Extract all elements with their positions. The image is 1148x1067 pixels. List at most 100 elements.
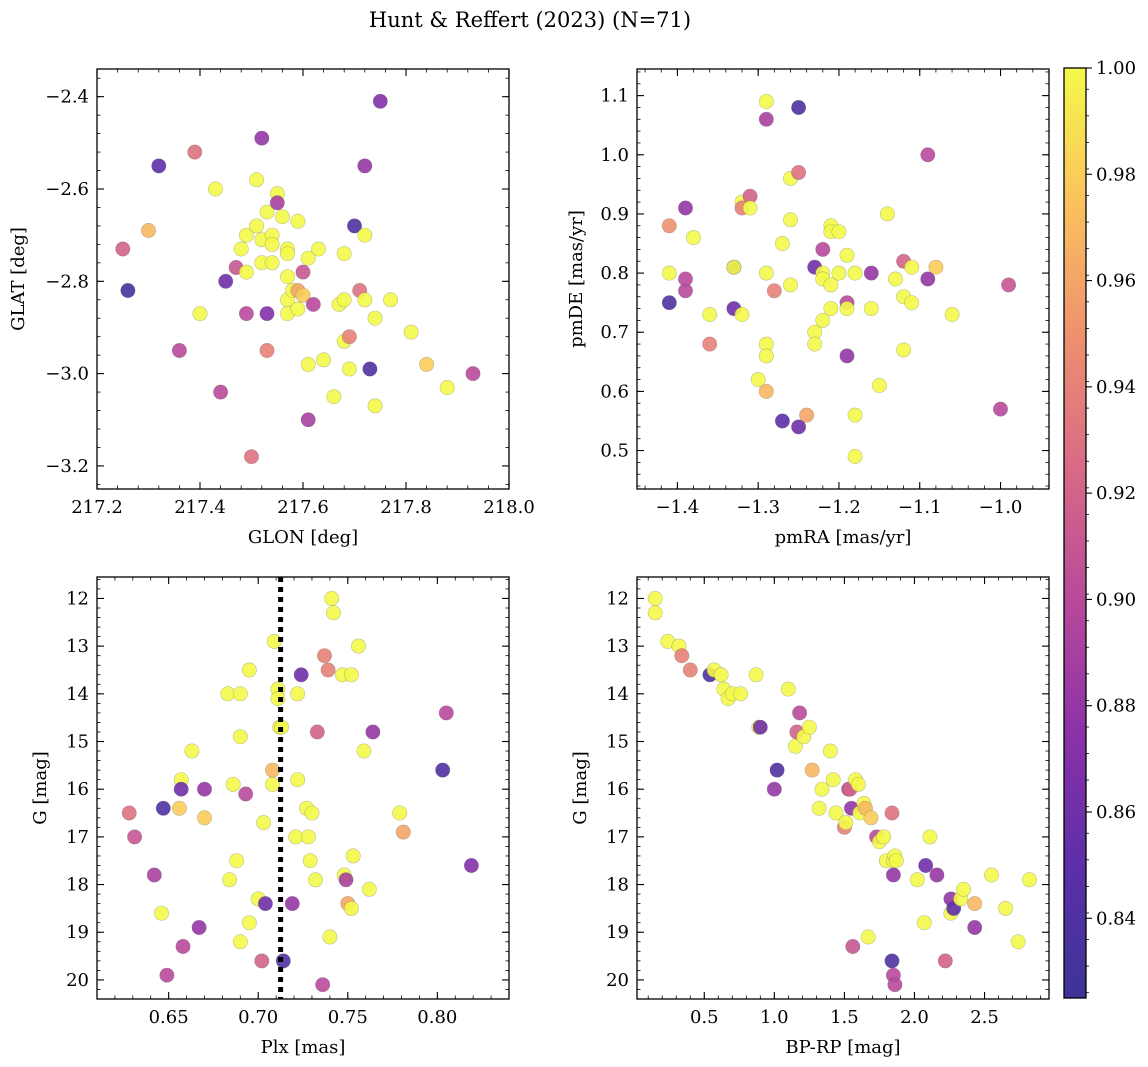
y-tick-label: 19	[606, 922, 629, 943]
data-point	[146, 867, 162, 883]
data-point	[213, 384, 229, 400]
data-point	[758, 94, 774, 110]
data-point	[259, 306, 275, 322]
data-point	[315, 977, 331, 993]
colorbar-frame	[1063, 67, 1087, 999]
data-point	[823, 277, 839, 293]
data-point	[338, 872, 354, 888]
data-point	[815, 241, 831, 257]
data-point	[929, 867, 945, 883]
data-point	[343, 667, 359, 683]
colorbar-tick-label: 1.00	[1096, 58, 1136, 79]
data-point	[357, 227, 373, 243]
data-point	[1010, 934, 1026, 950]
data-point	[270, 691, 286, 707]
data-point	[791, 419, 807, 435]
data-point	[839, 301, 855, 317]
data-point	[295, 264, 311, 280]
data-point	[922, 829, 938, 845]
data-point	[748, 667, 764, 683]
y-tick-label: −2.4	[45, 87, 89, 108]
colorbar-tick-label: 0.86	[1096, 802, 1136, 823]
plot-frame	[636, 68, 1050, 490]
data-point	[734, 306, 750, 322]
data-point	[259, 342, 275, 358]
colorbar-tick-label: 0.92	[1096, 483, 1136, 504]
data-point	[845, 938, 861, 954]
y-tick-label: 20	[66, 970, 89, 991]
data-point	[264, 255, 280, 271]
data-point	[916, 915, 932, 931]
scatter-points	[661, 94, 1017, 464]
x-tick-label: 0.75	[328, 1007, 368, 1028]
data-point	[1021, 872, 1037, 888]
data-point	[758, 265, 774, 281]
data-point	[284, 896, 300, 912]
data-point	[758, 348, 774, 364]
data-point	[316, 352, 332, 368]
data-point	[887, 271, 903, 287]
y-tick-label: 13	[66, 636, 89, 657]
colorbar-gradient	[1064, 68, 1086, 998]
data-point	[295, 287, 311, 303]
data-point	[256, 815, 272, 831]
data-point	[863, 301, 879, 317]
data-point	[465, 366, 481, 382]
data-point	[896, 342, 912, 358]
y-tick-label: 16	[66, 779, 89, 800]
data-point	[264, 236, 280, 252]
data-point	[159, 967, 175, 983]
x-tick-label: −1.3	[736, 497, 780, 518]
data-point	[839, 348, 855, 364]
figure-title: Hunt & Reffert (2023) (N=71)	[369, 8, 691, 32]
data-point	[141, 223, 157, 239]
data-point	[920, 147, 936, 163]
data-point	[782, 212, 798, 228]
data-point	[758, 111, 774, 127]
x-tick-label: 0.80	[417, 1007, 457, 1028]
y-tick-label: 0.7	[600, 322, 629, 343]
x-tick-label: 0.5	[690, 1007, 719, 1028]
data-point	[831, 224, 847, 240]
data-point	[232, 686, 248, 702]
data-point	[238, 306, 254, 322]
data-point	[799, 407, 815, 423]
data-point	[847, 265, 863, 281]
data-point	[154, 905, 170, 921]
data-point	[884, 805, 900, 821]
data-point	[661, 295, 677, 311]
y-tick-label: 1.1	[600, 86, 629, 107]
x-axis-label: pmRA [mas/yr]	[775, 527, 912, 548]
data-point	[752, 719, 768, 735]
data-point	[171, 342, 187, 358]
y-tick-label: 15	[66, 732, 89, 753]
x-tick-label: 2.0	[900, 1007, 929, 1028]
data-point	[733, 686, 749, 702]
data-point	[998, 900, 1014, 916]
data-point	[326, 389, 342, 405]
data-point	[249, 172, 265, 188]
data-point	[1001, 277, 1017, 293]
data-point	[222, 872, 238, 888]
data-point	[345, 848, 361, 864]
scatter-points	[121, 590, 479, 993]
colorbar-tick-label: 0.90	[1096, 589, 1136, 610]
data-point	[847, 407, 863, 423]
data-point	[839, 247, 855, 263]
data-point	[293, 667, 309, 683]
data-point	[792, 705, 808, 721]
data-point	[677, 200, 693, 216]
data-point	[254, 953, 270, 969]
x-tick-label: 2.5	[970, 1007, 999, 1028]
data-point	[758, 383, 774, 399]
x-tick-label: 217.4	[174, 497, 226, 518]
data-point	[290, 772, 306, 788]
data-point	[257, 896, 273, 912]
data-point	[341, 329, 357, 345]
data-point	[238, 786, 254, 802]
data-point	[863, 265, 879, 281]
panel-proper-motion: −1.4 −1.3 −1.2 −1.1 −1.0 0.5 0.6 0.7 0.8 0.9 1.0 1.…	[566, 68, 1050, 548]
data-point	[909, 872, 925, 888]
data-point	[300, 250, 316, 266]
data-point	[831, 265, 847, 281]
